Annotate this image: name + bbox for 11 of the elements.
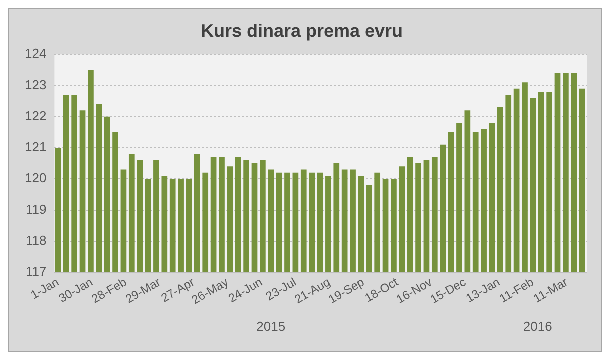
- y-tick-label: 119: [26, 202, 47, 217]
- y-tick-label: 118: [26, 232, 47, 248]
- y-tick-label: 122: [24, 108, 47, 124]
- annotation: 2016: [523, 319, 552, 334]
- annotation: 2015: [256, 319, 286, 334]
- y-tick-label: 123: [24, 77, 47, 92]
- y-tick-label: 121: [24, 140, 47, 155]
- y-tick-label: 117: [26, 264, 47, 280]
- y-tick-label: 124: [24, 46, 47, 62]
- chart-title: Kurs dinara prema evru: [200, 20, 404, 41]
- y-tick-label: 120: [24, 170, 47, 186]
